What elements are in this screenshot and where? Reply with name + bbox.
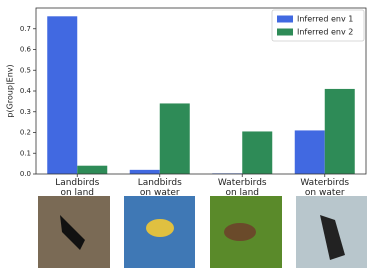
y-tick-label: 0.2	[20, 129, 31, 137]
photo-bird	[224, 223, 256, 241]
y-tick-label: 0.1	[20, 149, 31, 157]
y-tick-label: 0.0	[20, 170, 31, 178]
x-tick-label: Landbirds on water	[137, 178, 182, 198]
y-tick-label: 0.4	[20, 87, 32, 95]
bar	[47, 16, 78, 174]
x-tick-label: Waterbirds on water	[300, 178, 350, 198]
y-tick-label: 0.6	[20, 46, 32, 54]
bar	[129, 169, 160, 174]
x-tick-label: Landbirds on land	[55, 178, 100, 198]
legend-label: Inferred env 2	[297, 28, 353, 37]
plot-frame	[35, 7, 367, 175]
legend-swatch	[277, 15, 293, 23]
y-tick-label: 0.5	[20, 66, 31, 74]
legend-box	[271, 9, 365, 42]
bar	[324, 88, 355, 174]
y-tick-label: 0.3	[20, 108, 31, 116]
bar	[77, 165, 108, 174]
photo-bird	[320, 215, 345, 260]
bar	[242, 131, 273, 174]
y-axis-label: p(Group|Env)	[6, 64, 15, 117]
bird-photos	[38, 196, 367, 268]
legend-label: Inferred env 1	[297, 15, 353, 24]
y-tick-label: 0.7	[20, 25, 31, 33]
legend-swatch	[277, 28, 293, 36]
bar	[159, 103, 190, 174]
x-tick-label: Waterbirds on land	[217, 178, 267, 198]
photo-bird	[146, 219, 174, 237]
photo-bird	[60, 215, 85, 250]
bar	[294, 130, 325, 174]
